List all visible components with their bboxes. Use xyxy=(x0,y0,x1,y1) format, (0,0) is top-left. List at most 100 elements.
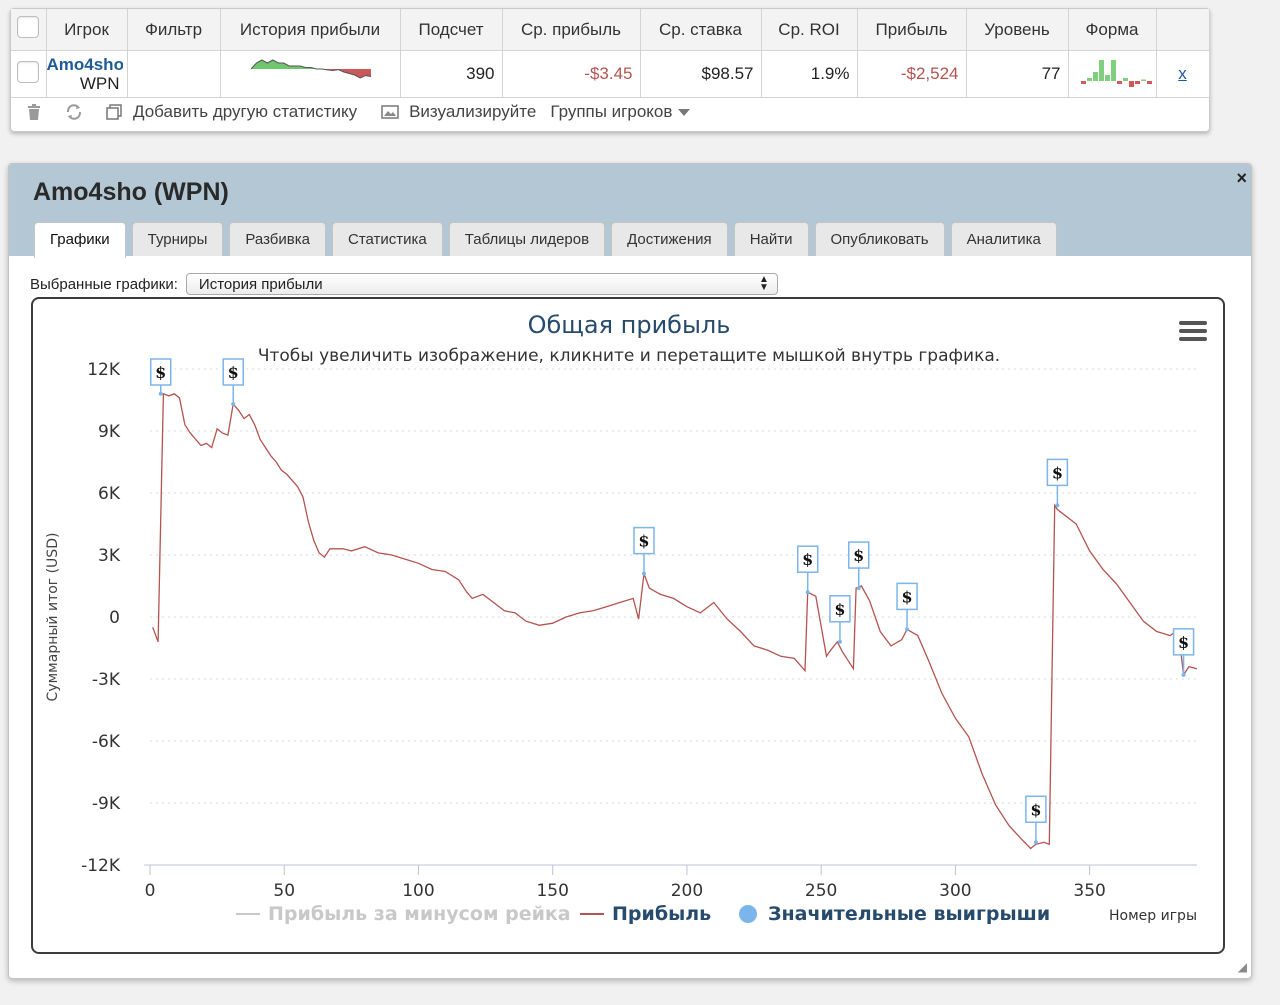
significant-win-marker: $ xyxy=(796,545,819,595)
sparkline-positive-area xyxy=(250,60,371,69)
profit-cell: -$2,524 xyxy=(857,50,967,98)
chart-selector-row: Выбранные графики: История прибыли ▲ ▼ xyxy=(30,272,778,296)
tab-analytics[interactable]: Аналитика xyxy=(950,222,1057,256)
legend-wins-label: Значительные выигрыши xyxy=(768,903,1050,925)
form-bar xyxy=(1134,81,1140,84)
image-icon[interactable] xyxy=(381,103,399,121)
column-header[interactable]: Ср. прибыль xyxy=(502,9,641,51)
form-bar xyxy=(1080,81,1086,84)
column-header[interactable]: Форма xyxy=(1068,9,1157,51)
x-tick-label: 350 xyxy=(1073,881,1105,901)
tab-statistics[interactable]: Статистика xyxy=(332,222,443,256)
chart-subtitle: Чтобы увеличить изображение, кликните и … xyxy=(258,346,1000,366)
x-tick-label: 0 xyxy=(145,881,156,901)
row-checkbox[interactable] xyxy=(17,60,40,83)
win-marker-label: $ xyxy=(1052,463,1063,482)
add-stat-icon[interactable] xyxy=(105,103,123,121)
profit-series-line xyxy=(152,392,1198,850)
avg-profit-cell: -$3.45 xyxy=(502,50,641,98)
chart-selector-dropdown[interactable]: История прибыли ▲ ▼ xyxy=(185,273,778,295)
level-cell: 77 xyxy=(966,50,1069,98)
form-bar xyxy=(1146,81,1152,84)
y-tick-label: -12K xyxy=(81,856,121,876)
close-icon[interactable]: × xyxy=(1236,168,1247,188)
dialog-header: Amo4sho (WPN) × Графики Турниры Разбивка… xyxy=(9,164,1251,258)
player-groups-dropdown[interactable]: Группы игроков xyxy=(550,102,691,122)
avg-roi-cell: 1.9% xyxy=(761,50,858,98)
resize-handle-icon[interactable]: ◢ xyxy=(1237,960,1247,974)
chart-container[interactable]: Общая прибыль Чтобы увеличить изображение… xyxy=(31,297,1225,954)
row-select-cell[interactable] xyxy=(11,50,47,98)
remove-player-link[interactable]: x xyxy=(1178,64,1187,83)
select-all-checkbox[interactable] xyxy=(17,16,40,38)
win-marker-flag xyxy=(633,526,655,555)
visualize-button[interactable]: Визуализируйте xyxy=(409,102,537,121)
win-marker-flag xyxy=(829,595,851,623)
chart-selector-label: Выбранные графики: xyxy=(30,275,178,293)
win-marker-flag xyxy=(796,545,819,573)
column-header[interactable]: Фильтр xyxy=(127,9,221,51)
column-header[interactable]: Прибыль xyxy=(857,9,967,51)
win-marker-point xyxy=(805,590,810,595)
form-bar xyxy=(1104,75,1110,81)
significant-win-marker: $ xyxy=(1025,795,1047,845)
y-tick-label: 12K xyxy=(87,360,121,380)
profit-chart[interactable]: Общая прибыль Чтобы увеличить изображение… xyxy=(33,299,1223,952)
x-tick-label: 50 xyxy=(273,881,295,901)
tab-breakdown[interactable]: Разбивка xyxy=(229,222,326,256)
win-marker-label: $ xyxy=(802,550,813,569)
stats-table: Игрок Фильтр История прибыли Подсчет Ср.… xyxy=(11,9,1210,98)
remove-cell: x xyxy=(1156,50,1210,98)
form-bar xyxy=(1116,81,1122,84)
significant-win-marker: $ xyxy=(149,358,172,396)
tab-achievements[interactable]: Достижения xyxy=(611,222,728,256)
legend-profit-label: Прибыль xyxy=(612,903,711,925)
chart-menu-icon[interactable] xyxy=(1179,321,1207,345)
win-marker-flag xyxy=(847,541,870,569)
column-header[interactable]: Подсчет xyxy=(400,9,503,51)
win-marker-flag xyxy=(1046,458,1069,487)
legend-net-rake-label: Прибыль за минусом рейка xyxy=(268,903,571,925)
y-tick-label: 0 xyxy=(109,608,120,628)
select-all-header[interactable] xyxy=(11,9,47,51)
tab-tournaments[interactable]: Турниры xyxy=(131,222,224,256)
column-header[interactable]: Уровень xyxy=(966,9,1069,51)
chevron-down-icon xyxy=(678,109,691,117)
filter-cell[interactable] xyxy=(127,50,221,98)
y-tick-label: 3K xyxy=(98,546,121,566)
y-tick-label: -9K xyxy=(92,794,121,814)
win-marker-label: $ xyxy=(228,363,239,382)
column-header xyxy=(1156,9,1210,51)
tab-find[interactable]: Найти xyxy=(733,222,809,256)
tab-charts[interactable]: Графики xyxy=(34,222,126,258)
sparkline-line xyxy=(250,59,371,79)
player-cell: Amo4sho WPN xyxy=(46,50,128,98)
win-marker-label: $ xyxy=(1178,633,1189,652)
win-marker-flag xyxy=(896,582,918,611)
player-name-link[interactable]: Amo4sho xyxy=(46,55,123,74)
column-header[interactable]: История прибыли xyxy=(220,9,401,51)
form-bar xyxy=(1092,72,1098,81)
significant-win-marker: $ xyxy=(1172,628,1195,677)
column-header[interactable]: Игрок xyxy=(46,9,128,51)
significant-win-marker: $ xyxy=(896,582,918,632)
column-header[interactable]: Ср. ставка xyxy=(640,9,762,51)
win-marker-point xyxy=(905,627,910,632)
win-marker-point xyxy=(158,391,163,396)
win-marker-point xyxy=(1181,672,1186,677)
win-marker-label: $ xyxy=(638,532,649,551)
dialog-title: Amo4sho (WPN) xyxy=(33,178,229,206)
column-header[interactable]: Ср. ROI xyxy=(761,9,858,51)
y-axis-label: Суммарный итог (USD) xyxy=(45,533,61,702)
tab-publish[interactable]: Опубликовать xyxy=(814,222,945,256)
win-marker-point xyxy=(641,571,646,576)
add-stat-button[interactable]: Добавить другую статистику xyxy=(133,102,358,121)
form-bar xyxy=(1098,60,1104,81)
refresh-icon[interactable] xyxy=(65,103,83,121)
x-tick-label: 250 xyxy=(805,881,837,901)
trash-icon[interactable] xyxy=(25,103,43,121)
x-tick-label: 100 xyxy=(402,881,434,901)
tab-leaderboards[interactable]: Таблицы лидеров xyxy=(448,222,606,256)
y-tick-label: -3K xyxy=(92,670,121,690)
significant-win-marker: $ xyxy=(847,541,870,591)
